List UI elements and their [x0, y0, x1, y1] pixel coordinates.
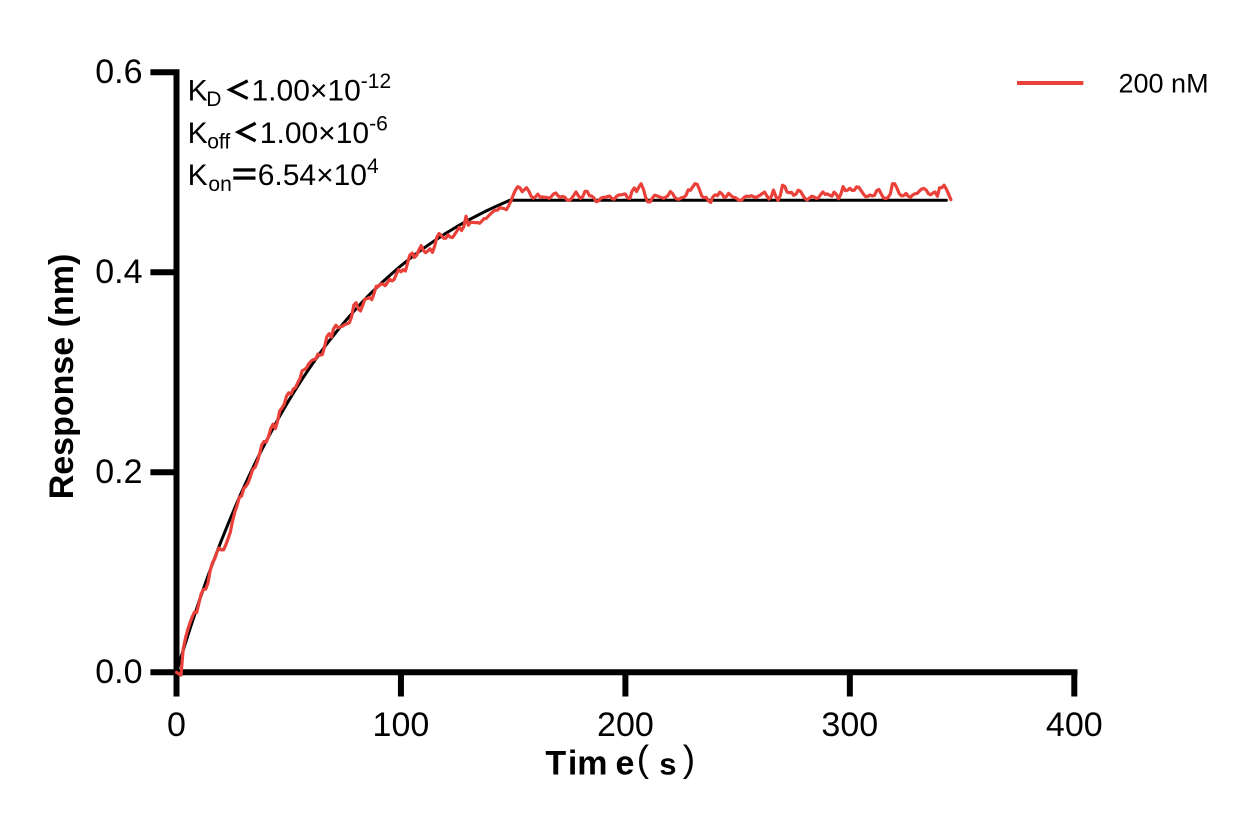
svg-text:100: 100	[373, 706, 430, 744]
svg-text:200: 200	[597, 706, 654, 744]
svg-text:K: K	[188, 159, 208, 192]
svg-text:0.2: 0.2	[95, 453, 142, 491]
svg-text:on: on	[208, 173, 231, 196]
svg-text:0.4: 0.4	[95, 253, 142, 291]
svg-text:0.0: 0.0	[95, 653, 142, 691]
svg-text:0.6: 0.6	[95, 53, 142, 91]
svg-text:400: 400	[1046, 706, 1103, 744]
svg-text:200 nM: 200 nM	[1119, 68, 1209, 98]
svg-text:off: off	[207, 131, 230, 154]
svg-text:1.00×10-6: 1.00×10-6	[260, 112, 388, 149]
svg-text:300: 300	[821, 706, 878, 744]
svg-text:Response (nm): Response (nm)	[43, 254, 81, 500]
svg-text:D: D	[206, 88, 221, 111]
svg-text:K: K	[188, 74, 208, 107]
svg-text:6.54×104: 6.54×104	[258, 155, 379, 192]
svg-text:K: K	[188, 117, 208, 150]
svg-text:0: 0	[167, 706, 186, 744]
